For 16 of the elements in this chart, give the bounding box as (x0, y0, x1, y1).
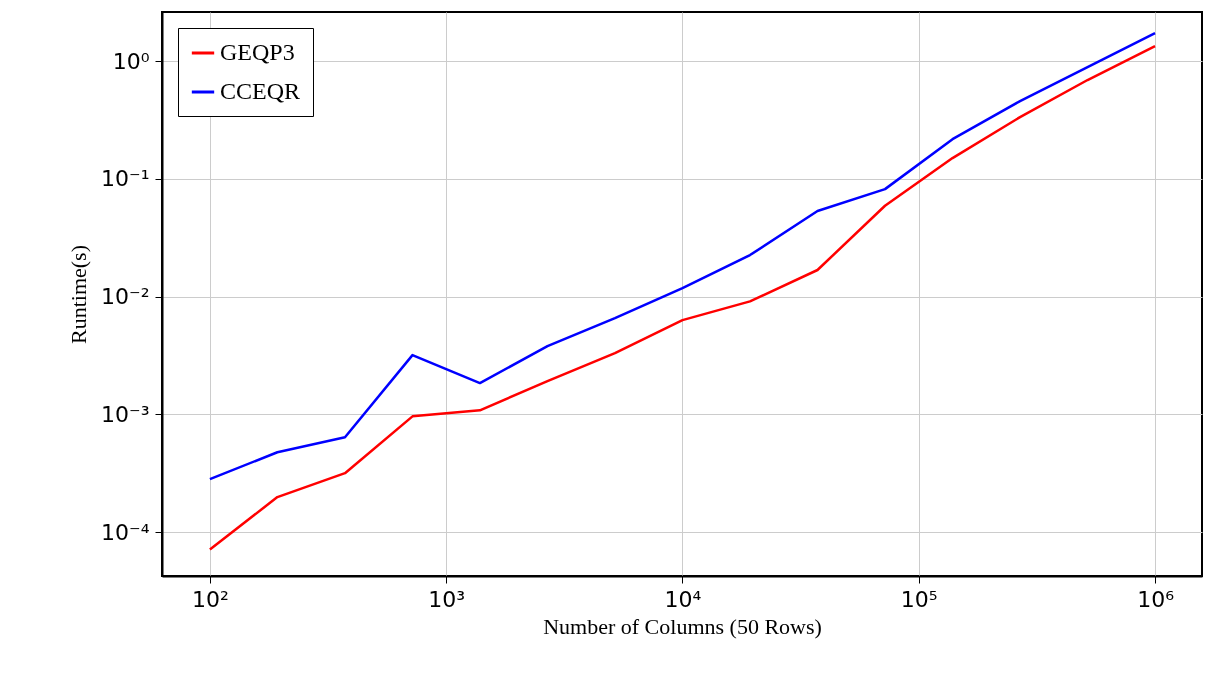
x-tick-label: 10⁵ (900, 586, 938, 612)
legend-label: GEQP3 (220, 39, 295, 65)
y-tick-label: 10⁻² (101, 284, 150, 310)
y-tick-label: 10⁻⁴ (101, 519, 150, 545)
line-series (208, 31, 1157, 481)
y-tick-label: 10⁰ (112, 48, 150, 74)
y-tick-label: 10⁻¹ (101, 166, 150, 192)
x-tick-label: 10⁴ (664, 586, 702, 612)
x-tick-label: 10⁶ (1137, 586, 1175, 612)
x-tick-label: 10³ (428, 586, 466, 612)
line-series (208, 44, 1157, 551)
legend-label: CCEQR (220, 78, 301, 104)
y-tick-label: 10⁻³ (101, 401, 150, 427)
x-axis-title: Number of Columns (50 Rows) (543, 613, 822, 639)
x-tick-label: 10² (191, 586, 229, 612)
y-axis-title: Runtime(s) (66, 245, 92, 344)
